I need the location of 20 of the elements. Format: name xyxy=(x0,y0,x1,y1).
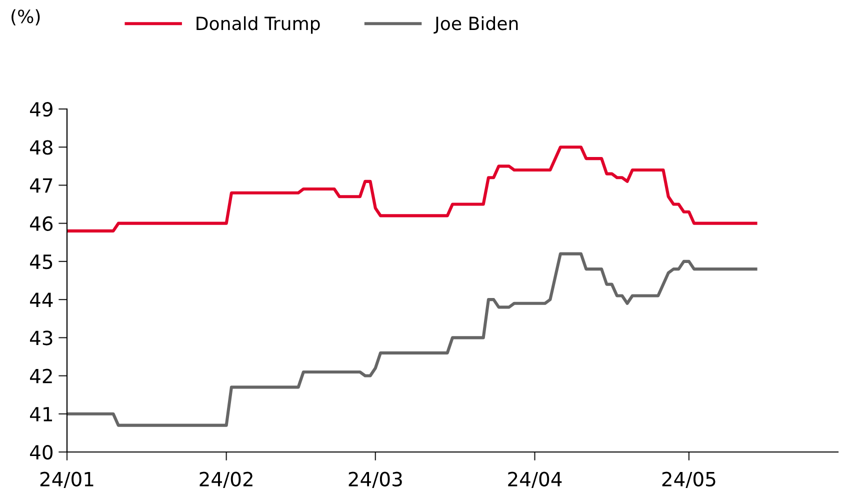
x-tick-label: 24/01 xyxy=(40,472,94,488)
y-tick-label: 43 xyxy=(30,330,52,346)
x-tick-label: 24/02 xyxy=(200,472,252,488)
line-series xyxy=(67,252,758,427)
x-tick-label: 24/03 xyxy=(348,472,402,488)
y-tick-label: 40 xyxy=(30,444,53,460)
y-tick-label: 41 xyxy=(30,407,52,422)
legend-label: Donald Trump xyxy=(196,16,320,34)
y-tick-label: 44 xyxy=(30,292,53,307)
y-axis-title: (%) xyxy=(12,9,40,26)
legend-label: Joe Biden xyxy=(434,16,518,34)
x-tick-label: 24/05 xyxy=(662,472,716,488)
y-tick-label: 47 xyxy=(30,178,52,193)
y-tick-label: 49 xyxy=(30,102,52,117)
x-tick-label: 24/04 xyxy=(508,472,562,488)
y-tick-label: 45 xyxy=(30,254,52,270)
y-tick-label: 42 xyxy=(30,368,52,384)
y-tick-label: 48 xyxy=(30,140,52,155)
y-tick-label: 46 xyxy=(30,216,53,231)
line-series xyxy=(67,146,758,232)
